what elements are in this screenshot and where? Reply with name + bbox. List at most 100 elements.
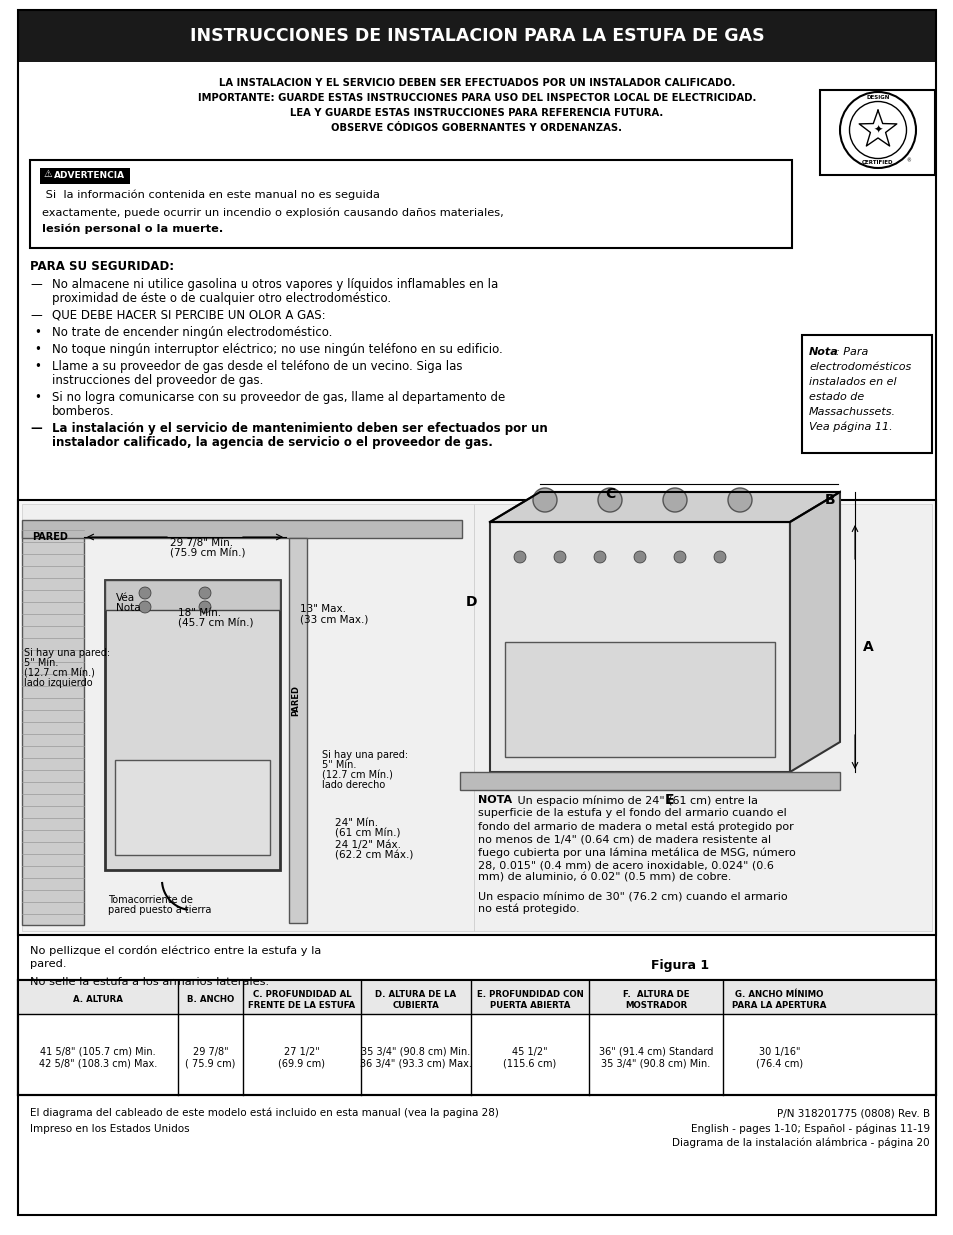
Text: ✦: ✦: [872, 125, 882, 135]
Text: Llame a su proveedor de gas desde el teléfono de un vecino. Siga las: Llame a su proveedor de gas desde el tel…: [52, 359, 462, 373]
Text: No selle la estufa a los armarios laterales.: No selle la estufa a los armarios latera…: [30, 977, 269, 987]
Circle shape: [713, 551, 725, 563]
Text: Véa: Véa: [116, 593, 135, 603]
Text: Si  la información contenida en este manual no es seguida: Si la información contenida en este manu…: [42, 190, 379, 200]
Text: C: C: [604, 487, 615, 501]
Text: 35 3/4" (90.8 cm) Min.: 35 3/4" (90.8 cm) Min.: [600, 1058, 710, 1068]
Text: •: •: [34, 391, 41, 404]
Text: CERTIFIED: CERTIFIED: [862, 161, 893, 165]
Text: Massachussets.: Massachussets.: [808, 408, 895, 417]
Text: lesión personal o la muerte.: lesión personal o la muerte.: [42, 224, 223, 235]
Text: instalador calificado, la agencia de servicio o el proveedor de gas.: instalador calificado, la agencia de ser…: [52, 436, 493, 450]
Text: (115.6 cm): (115.6 cm): [503, 1058, 556, 1068]
Text: No pellizque el cordón eléctrico entre la estufa y la: No pellizque el cordón eléctrico entre l…: [30, 945, 321, 956]
Text: C. PROFUNDIDAD AL: C. PROFUNDIDAD AL: [253, 990, 351, 999]
Text: lado izquierdo: lado izquierdo: [24, 678, 92, 688]
Text: 42 5/8" (108.3 cm) Max.: 42 5/8" (108.3 cm) Max.: [39, 1058, 157, 1068]
Text: (12.7 cm Mín.): (12.7 cm Mín.): [322, 769, 393, 781]
Text: 24" Mín.: 24" Mín.: [335, 818, 377, 827]
Text: E. PROFUNDIDAD CON: E. PROFUNDIDAD CON: [476, 990, 583, 999]
Text: fuego cubierta por una lámina metálica de MSG, número: fuego cubierta por una lámina metálica d…: [477, 847, 795, 857]
Text: PARA LA APERTURA: PARA LA APERTURA: [732, 1002, 826, 1010]
Text: instrucciones del proveedor de gas.: instrucciones del proveedor de gas.: [52, 374, 263, 387]
Text: 41 5/8" (105.7 cm) Min.: 41 5/8" (105.7 cm) Min.: [40, 1046, 155, 1056]
Text: NOTA: NOTA: [477, 795, 512, 805]
Text: —: —: [30, 422, 42, 435]
Bar: [30, 161, 791, 248]
Bar: [289, 538, 307, 923]
Text: 27 1/2": 27 1/2": [284, 1046, 319, 1056]
Circle shape: [848, 101, 905, 158]
Text: ( 75.9 cm): ( 75.9 cm): [185, 1058, 235, 1068]
Text: No trate de encender ningún electrodoméstico.: No trate de encender ningún electrodomés…: [52, 326, 332, 338]
Text: (45.7 cm Mín.): (45.7 cm Mín.): [178, 619, 253, 629]
Bar: [504, 642, 774, 757]
Text: 28, 0.015" (0.4 mm) de acero inoxidable, 0.024" (0.6: 28, 0.015" (0.4 mm) de acero inoxidable,…: [477, 860, 773, 869]
Text: El diagrama del cableado de este modelo está incluido en esta manual (vea la pag: El diagrama del cableado de este modelo …: [30, 1108, 498, 1119]
Text: F.  ALTURA DE: F. ALTURA DE: [622, 990, 688, 999]
Text: Diagrama de la instalación alámbrica - página 20: Diagrama de la instalación alámbrica - p…: [672, 1137, 929, 1149]
Text: FRENTE DE LA ESTUFA: FRENTE DE LA ESTUFA: [248, 1002, 355, 1010]
Circle shape: [598, 488, 621, 513]
Text: Vea página 11.: Vea página 11.: [808, 422, 892, 432]
Text: Un espacio mínimo de 24" (61 cm) entre la: Un espacio mínimo de 24" (61 cm) entre l…: [514, 795, 758, 805]
Bar: [18, 500, 935, 935]
Text: Si no logra comunicarse con su proveedor de gas, llame al departamento de: Si no logra comunicarse con su proveedor…: [52, 391, 505, 404]
Bar: [474, 504, 931, 931]
Text: bomberos.: bomberos.: [52, 405, 114, 417]
Text: pared.: pared.: [30, 960, 67, 969]
Text: E: E: [664, 793, 674, 806]
Text: (12.7 cm Mín.): (12.7 cm Mín.): [24, 668, 94, 678]
Text: B. ANCHO: B. ANCHO: [187, 995, 233, 1004]
Bar: [22, 520, 461, 538]
Text: —: —: [30, 278, 42, 291]
Text: ®: ®: [906, 158, 910, 164]
Bar: [105, 580, 280, 610]
Text: Nota: Nota: [116, 603, 140, 613]
Text: (75.9 cm Mín.): (75.9 cm Mín.): [170, 550, 245, 559]
Text: IMPORTANTE: GUARDE ESTAS INSTRUCCIONES PARA USO DEL INSPECTOR LOCAL DE ELECTRICI: IMPORTANTE: GUARDE ESTAS INSTRUCCIONES P…: [197, 93, 756, 103]
Text: (61 cm Mín.): (61 cm Mín.): [335, 829, 400, 839]
Polygon shape: [789, 492, 840, 772]
Circle shape: [634, 551, 645, 563]
Text: 35 3/4" (90.8 cm) Min.: 35 3/4" (90.8 cm) Min.: [361, 1046, 470, 1056]
Text: : Para: : Para: [835, 347, 867, 357]
Circle shape: [554, 551, 565, 563]
Text: D. ALTURA DE LA: D. ALTURA DE LA: [375, 990, 456, 999]
Text: G. ANCHO MÍNIMO: G. ANCHO MÍNIMO: [735, 990, 822, 999]
Text: Impreso en los Estados Unidos: Impreso en los Estados Unidos: [30, 1124, 190, 1134]
Text: (69.9 cm): (69.9 cm): [278, 1058, 325, 1068]
Text: mm) de aluminio, ó 0.02" (0.5 mm) de cobre.: mm) de aluminio, ó 0.02" (0.5 mm) de cob…: [477, 873, 731, 883]
Text: 29 7/8" Mín.: 29 7/8" Mín.: [170, 538, 233, 548]
Text: •: •: [34, 326, 41, 338]
Text: ADVERTENCIA: ADVERTENCIA: [54, 172, 126, 180]
Circle shape: [533, 488, 557, 513]
Text: exactamente, puede ocurrir un incendio o explosión causando daños materiales,: exactamente, puede ocurrir un incendio o…: [42, 207, 503, 217]
Text: proximidad de éste o de cualquier otro electrodoméstico.: proximidad de éste o de cualquier otro e…: [52, 291, 391, 305]
Text: fondo del armario de madera o metal está protegido por: fondo del armario de madera o metal está…: [477, 821, 793, 831]
Text: (76.4 cm): (76.4 cm): [755, 1058, 802, 1068]
Text: Figura 1: Figura 1: [650, 960, 708, 972]
Text: Tomacorriente de: Tomacorriente de: [108, 895, 193, 905]
Bar: [18, 981, 935, 1014]
Circle shape: [139, 587, 151, 599]
Bar: [40, 168, 130, 184]
Bar: [115, 760, 270, 855]
Text: DESIGN: DESIGN: [865, 95, 889, 100]
Text: •: •: [34, 343, 41, 356]
Text: Un espacio mínimo de 30" (76.2 cm) cuando el armario: Un espacio mínimo de 30" (76.2 cm) cuand…: [477, 890, 787, 902]
Text: ⚠: ⚠: [44, 169, 52, 179]
Circle shape: [139, 601, 151, 613]
Text: PARA SU SEGURIDAD:: PARA SU SEGURIDAD:: [30, 261, 174, 273]
Text: 30 1/16": 30 1/16": [758, 1046, 800, 1056]
Circle shape: [727, 488, 751, 513]
Text: estado de: estado de: [808, 391, 863, 403]
Text: pared puesto a tierra: pared puesto a tierra: [108, 905, 212, 915]
Circle shape: [199, 601, 211, 613]
Text: D: D: [466, 595, 477, 609]
Circle shape: [199, 587, 211, 599]
Text: 36" (91.4 cm) Standard: 36" (91.4 cm) Standard: [598, 1046, 713, 1056]
Text: MOSTRADOR: MOSTRADOR: [624, 1002, 686, 1010]
Text: •: •: [34, 359, 41, 373]
Text: OBSERVE CÓDIGOS GOBERNANTES Y ORDENANZAS.: OBSERVE CÓDIGOS GOBERNANTES Y ORDENANZAS…: [331, 124, 622, 133]
